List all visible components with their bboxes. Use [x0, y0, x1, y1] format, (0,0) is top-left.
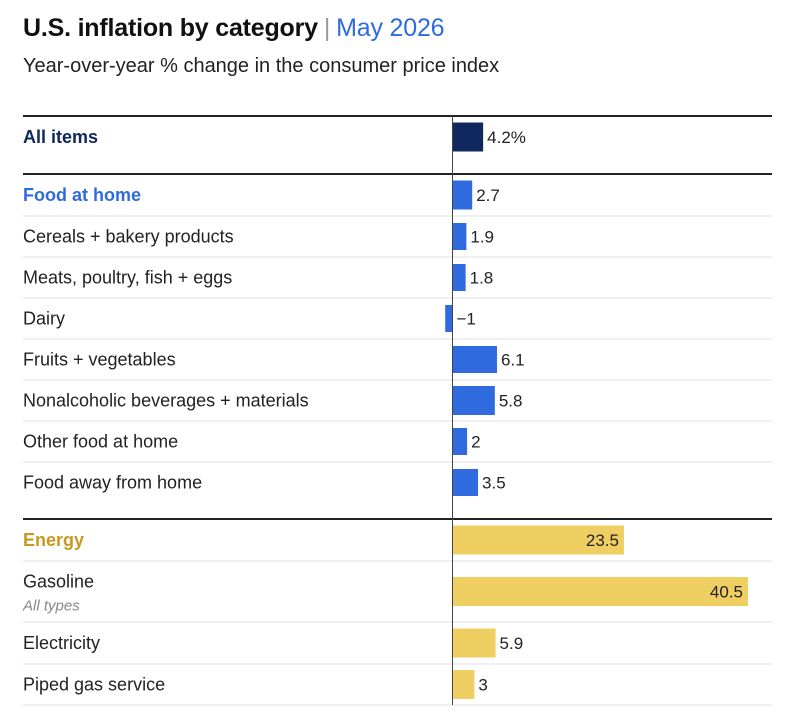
- row-energy-value-label: 23.5: [586, 531, 619, 550]
- row-piped-gas-service-bar: [452, 670, 475, 699]
- chart-title: U.S. inflation by category | May 2026: [23, 14, 445, 43]
- row-other-food-at-home-label: Other food at home: [23, 432, 178, 452]
- row-other-food-at-home-bar: [452, 428, 468, 455]
- row-dairy-bar: [445, 305, 453, 332]
- row-electricity-label: Electricity: [23, 633, 100, 653]
- row-gasoline-bar: [452, 577, 748, 606]
- row-food-away-from-home-bar: [452, 469, 479, 496]
- row-cereals-bakery-products-value-label: 1.9: [470, 228, 494, 247]
- row-food-at-home-label: Food at home: [23, 185, 141, 205]
- row-piped-gas-service-label: Piped gas service: [23, 675, 165, 695]
- row-other-food-at-home-value-label: 2: [471, 433, 480, 452]
- row-food-away-from-home-label: Food away from home: [23, 473, 202, 493]
- row-electricity-value-label: 5.9: [500, 634, 524, 653]
- row-piped-gas-service-value-label: 3: [478, 676, 487, 695]
- title-separator: |: [323, 14, 331, 42]
- row-cereals-bakery-products-label: Cereals + bakery products: [23, 227, 234, 247]
- row-nonalcoholic-beverages-materials-label: Nonalcoholic beverages + materials: [23, 391, 309, 411]
- row-gasoline-sublabel: All types: [22, 598, 80, 615]
- row-dairy-value-label: −1: [457, 310, 476, 329]
- chart-subtitle: Year-over-year % change in the consumer …: [23, 55, 500, 77]
- row-cereals-bakery-products-bar: [452, 223, 467, 250]
- row-all-items-bar: [452, 122, 484, 152]
- row-meats-poultry-fish-eggs-value-label: 1.8: [470, 269, 494, 288]
- row-fruits-vegetables-value-label: 6.1: [501, 351, 525, 370]
- row-gasoline-label: Gasoline: [23, 572, 94, 592]
- row-all-items-value-label: 4.2%: [487, 128, 526, 147]
- row-fruits-vegetables-bar: [452, 346, 498, 373]
- row-meats-poultry-fish-eggs-bar: [452, 264, 466, 291]
- chart-date: May 2026: [336, 14, 445, 42]
- row-meats-poultry-fish-eggs-label: Meats, poultry, fish + eggs: [23, 268, 232, 288]
- row-food-away-from-home-value-label: 3.5: [482, 474, 506, 493]
- row-nonalcoholic-beverages-materials-bar: [452, 386, 495, 415]
- chart-title-text: U.S. inflation by category: [23, 14, 318, 42]
- row-nonalcoholic-beverages-materials-value-label: 5.8: [499, 392, 523, 411]
- row-energy-bar: [452, 525, 624, 555]
- row-food-at-home-bar: [452, 180, 473, 210]
- row-fruits-vegetables-label: Fruits + vegetables: [23, 350, 176, 370]
- row-dairy-label: Dairy: [23, 309, 65, 329]
- row-electricity-bar: [452, 628, 496, 658]
- row-energy-label: Energy: [23, 530, 84, 550]
- row-food-at-home-value-label: 2.7: [476, 186, 500, 205]
- row-all-items-label: All items: [23, 127, 98, 147]
- row-gasoline-value-label: 40.5: [710, 583, 743, 602]
